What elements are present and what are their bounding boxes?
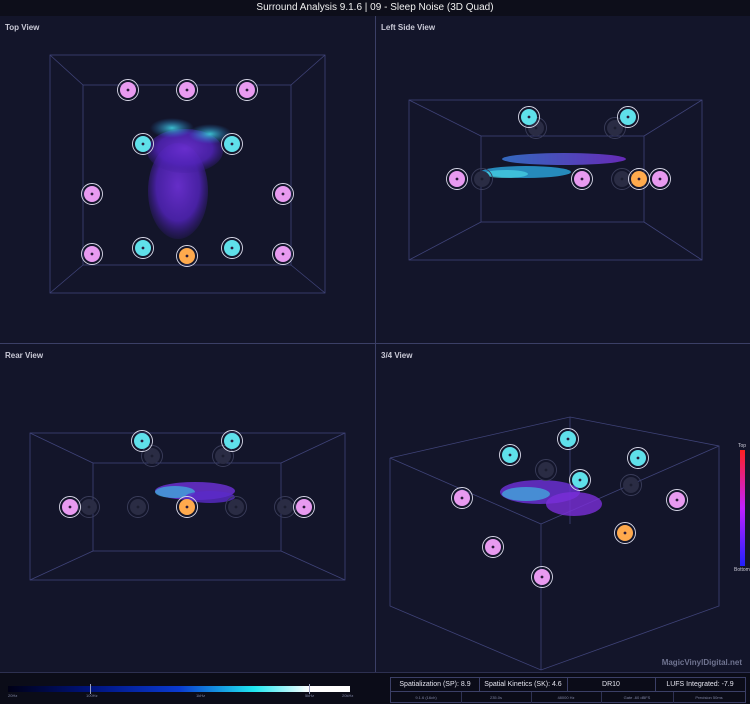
sound-cloud (481, 153, 626, 178)
speaker-icon (451, 487, 473, 509)
speaker-icon (649, 168, 671, 190)
watermark: MagicVinylDigital.net (661, 658, 742, 667)
quarter-view-label: 3/4 View (381, 351, 413, 360)
speaker-icon (131, 430, 153, 452)
speaker-icon (628, 168, 650, 190)
speaker-ghost-icon (620, 474, 642, 496)
panel-divider-horizontal (0, 343, 750, 344)
speaker-icon (59, 496, 81, 518)
speaker-layout (451, 428, 688, 588)
speaker-icon (531, 566, 553, 588)
spatial-kinetics-stat: Spatial Kinetics (SK): 4.6 (479, 678, 568, 691)
left-side-view-canvas (408, 99, 703, 261)
speaker-icon (627, 447, 649, 469)
speaker-icon (221, 430, 243, 452)
speaker-icon (617, 106, 639, 128)
speaker-icon (518, 106, 540, 128)
speaker-icon (236, 79, 258, 101)
quarter-view-canvas (389, 416, 745, 671)
frequency-tick: 100Hz (86, 693, 98, 698)
speaker-ghost-icon (274, 496, 296, 518)
speaker-icon (272, 183, 294, 205)
speaker-ghost-icon (127, 496, 149, 518)
speaker-icon (81, 183, 103, 205)
sound-cloud (500, 480, 602, 516)
speaker-icon (293, 496, 315, 518)
rear-view-label: Rear View (5, 351, 44, 360)
speaker-icon (132, 133, 154, 155)
sample-rate: 48000 Hz (531, 691, 602, 703)
speaker-icon (272, 243, 294, 265)
speaker-icon (557, 428, 579, 450)
dynamic-range-stat: DR10 (567, 678, 656, 691)
sound-cloud (147, 118, 232, 239)
frequency-color-scale (8, 686, 350, 692)
speaker-ghost-icon (225, 496, 247, 518)
speaker-icon (221, 133, 243, 155)
frequency-tick: 1kHz (196, 693, 206, 698)
stats-panel: Spatialization (SP): 8.9 Spatial Kinetic… (390, 677, 746, 703)
speaker-icon (176, 79, 198, 101)
room-wireframe (389, 416, 720, 671)
gate-level: Gate -60 dBFS (601, 691, 674, 703)
speaker-layout (59, 430, 315, 518)
speaker-layout (81, 79, 294, 267)
speaker-icon (176, 496, 198, 518)
speaker-ghost-icon (78, 496, 100, 518)
top-view-canvas (49, 54, 326, 294)
speaker-icon (176, 245, 198, 267)
rear-view-canvas (29, 430, 346, 581)
speaker-ghost-icon (471, 168, 493, 190)
speaker-icon (614, 522, 636, 544)
speaker-icon (569, 469, 591, 491)
frequency-tick: 20kHz (342, 693, 354, 698)
speaker-icon (117, 79, 139, 101)
speaker-ghost-icon (604, 117, 626, 139)
spatialization-stat: Spatialization (SP): 8.9 (391, 678, 480, 691)
height-scale-top-label: Top (738, 443, 747, 449)
speaker-icon (482, 536, 504, 558)
speaker-ghost-icon (141, 445, 163, 467)
speaker-icon (499, 444, 521, 466)
frequency-marker (90, 684, 91, 694)
speaker-icon (81, 243, 103, 265)
frequency-tick: 20Hz (8, 693, 18, 698)
height-scale-bottom-label: Bottom (734, 567, 750, 573)
rear-view-panel[interactable]: Rear View (0, 344, 375, 672)
speaker-icon (666, 489, 688, 511)
top-view-label: Top View (5, 23, 40, 32)
speaker-ghost-icon (611, 168, 633, 190)
frequency-tick: 5kHz (305, 693, 315, 698)
speaker-ghost-icon (535, 459, 557, 481)
top-view-panel[interactable]: Top View (0, 16, 375, 343)
speaker-icon (221, 237, 243, 259)
height-scale-bar (740, 450, 745, 566)
status-bar: 20Hz 100Hz 1kHz 5kHz 20kHz Spatializatio… (0, 672, 750, 704)
sound-cloud (155, 482, 235, 503)
speaker-icon (132, 237, 154, 259)
window-title: Surround Analysis 9.1.6 | 09 - Sleep Noi… (0, 0, 750, 16)
channel-format: 9.1.6 (16ch) (391, 691, 462, 703)
quarter-view-panel[interactable]: 3/4 View Top Bottom (376, 344, 750, 672)
left-side-view-panel[interactable]: Left Side View (376, 16, 750, 343)
precision: Precision 50ms (673, 691, 745, 703)
duration: 235.0s (461, 691, 532, 703)
panel-divider-vertical (375, 16, 376, 672)
speaker-icon (446, 168, 468, 190)
speaker-layout (446, 106, 671, 190)
speaker-ghost-icon (212, 445, 234, 467)
left-side-view-label: Left Side View (381, 23, 436, 32)
frequency-marker (309, 684, 310, 694)
speaker-icon (571, 168, 593, 190)
lufs-stat: LUFS Integrated: -7.9 (666, 681, 734, 688)
